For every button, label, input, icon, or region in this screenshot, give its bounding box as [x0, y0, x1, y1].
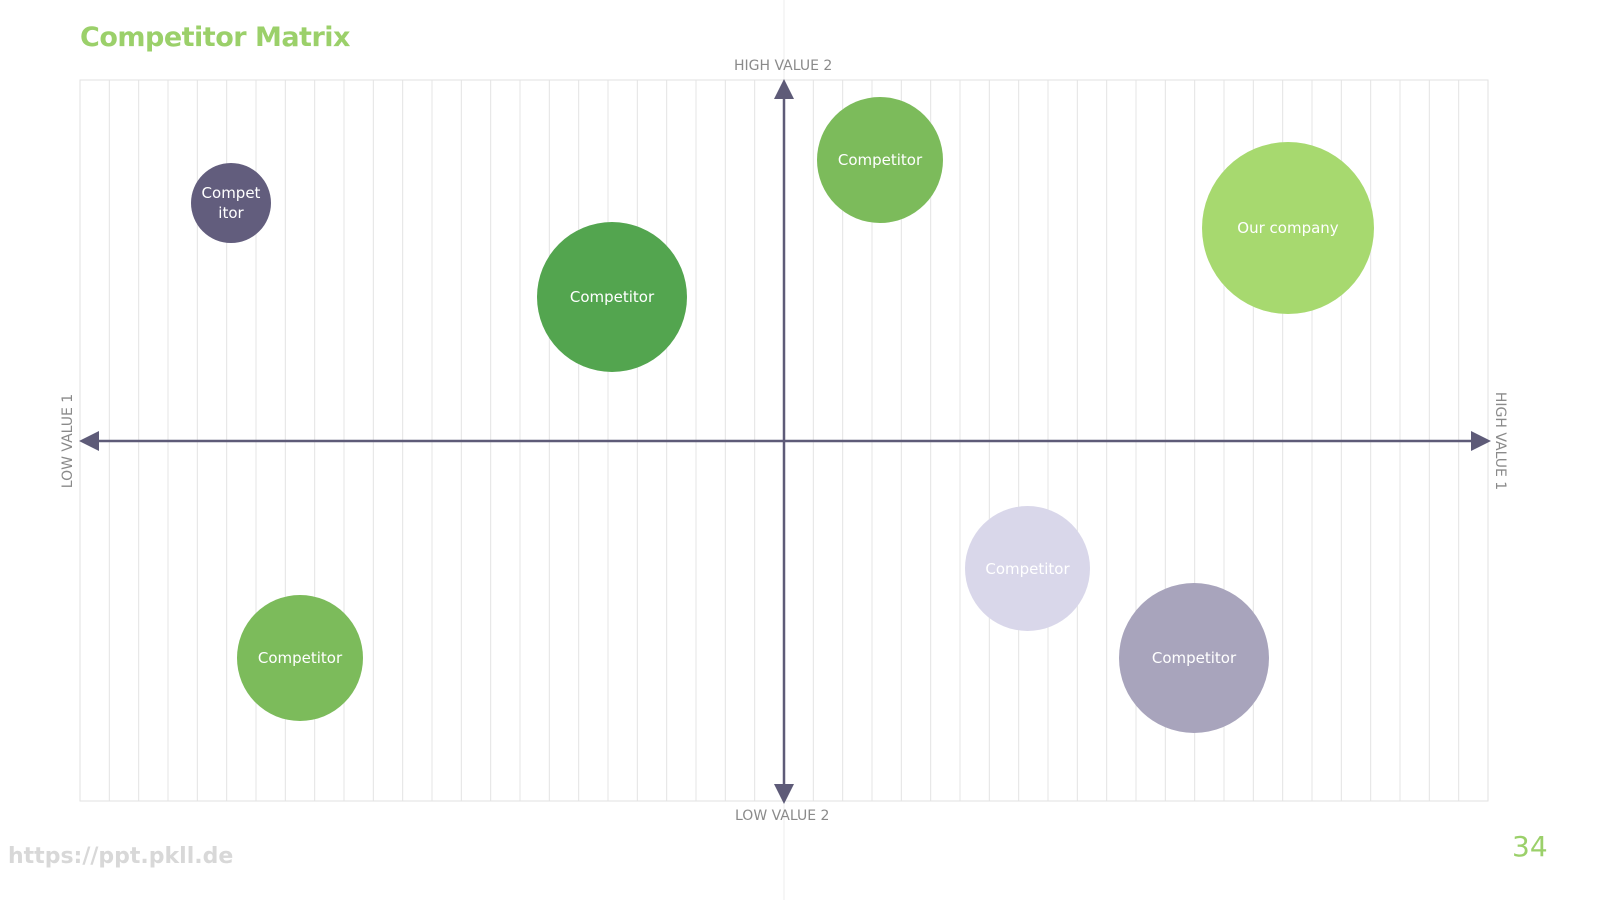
- bubble: Competitor: [1119, 583, 1269, 733]
- bubble-label: Competitor: [201, 184, 261, 222]
- axis-label: LOW VALUE 2: [735, 808, 830, 824]
- bubble-label: Competitor: [569, 288, 655, 306]
- page-number: 34: [1512, 830, 1548, 863]
- bubble: Competitor: [537, 222, 687, 372]
- bubble: Competitor: [237, 595, 363, 721]
- bubble-label: Competitor: [257, 649, 343, 667]
- bubble-label: Our company: [1237, 219, 1339, 237]
- bubble-label: Competitor: [837, 151, 923, 169]
- bubble-label: Competitor: [1151, 649, 1237, 667]
- bubble: Competitor: [817, 97, 943, 223]
- axis-label: HIGH VALUE 2: [734, 58, 833, 74]
- bubble: Competitor: [191, 163, 271, 243]
- axis-label: LOW VALUE 1: [60, 393, 76, 489]
- bubble: Our company: [1202, 142, 1374, 314]
- footer-url: https://ppt.pkll.de: [8, 844, 234, 869]
- axis-label: HIGH VALUE 1: [1492, 391, 1508, 491]
- title: Competitor Matrix: [80, 22, 350, 53]
- bubble: Competitor: [965, 506, 1090, 631]
- bubble-label: Competitor: [985, 559, 1070, 578]
